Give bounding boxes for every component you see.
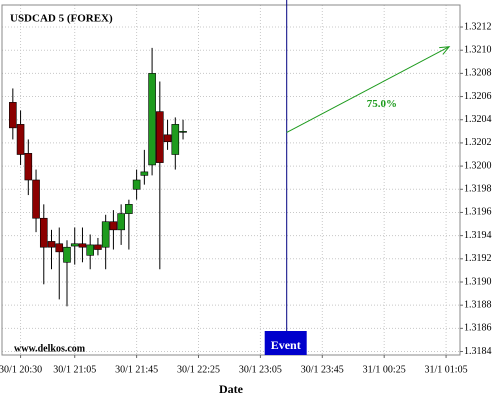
candle-body [55, 243, 64, 253]
y-tick-label: 1.3184 [464, 346, 492, 357]
candle-body [63, 246, 71, 263]
y-tick-label: 1.3208 [464, 68, 492, 79]
y-tick-label: 1.3186 [464, 323, 492, 334]
plot-frame [1, 4, 461, 356]
candle-body [109, 221, 118, 231]
candle-body [117, 213, 125, 231]
y-tick-label: 1.3202 [464, 137, 492, 148]
x-tick-label: 31/1 00:25 [363, 364, 406, 375]
candle-body [32, 179, 40, 219]
grid [2, 5, 460, 355]
x-tick-label: 30/1 21:45 [115, 364, 158, 375]
candle-body [16, 124, 25, 155]
y-tick-label: 1.3190 [464, 276, 492, 287]
candle-body [39, 217, 48, 248]
plot [9, 47, 187, 307]
candle-body [70, 243, 79, 247]
y-tick-label: 1.3210 [464, 44, 492, 55]
candle-body [156, 111, 164, 163]
candle-body [163, 134, 172, 143]
candle-body [94, 244, 102, 250]
event-box [264, 331, 307, 355]
arrow-head [439, 46, 451, 55]
y-tick-label: 1.3206 [464, 91, 492, 102]
candle-body [78, 243, 87, 248]
y-tick-label: 1.3200 [464, 160, 492, 171]
x-tick-label: 30/1 22:25 [177, 364, 220, 375]
event-label: Event [271, 338, 301, 352]
projection-label: 75.0% [367, 98, 397, 110]
y-tick-label: 1.3192 [464, 253, 492, 264]
x-tick-label: 30/1 21:05 [53, 364, 96, 375]
candle-body [125, 204, 133, 214]
candle-body [132, 179, 141, 190]
candle-body [86, 244, 94, 256]
y-tick-label: 1.3188 [464, 299, 492, 310]
x-tick-label: 30/1 20:30 [0, 364, 42, 375]
watermark: www.delkos.com [14, 343, 86, 354]
candle-body [9, 102, 17, 129]
projection-arrow [286, 46, 450, 133]
candle-body [47, 241, 56, 248]
candle-body [179, 131, 187, 133]
y-tick-label: 1.3212 [464, 21, 492, 32]
candle-body [24, 153, 33, 181]
y-tick-label: 1.3196 [464, 207, 492, 218]
x-tick-label: 31/1 01:05 [425, 364, 468, 375]
y-tick-label: 1.3204 [464, 114, 492, 125]
x-axis-label: Date [219, 382, 244, 396]
candle-body [140, 171, 149, 176]
y-tick-label: 1.3198 [464, 184, 492, 195]
chart-title: USDCAD 5 (FOREX) [10, 13, 113, 25]
x-tick-label: 30/1 23:45 [301, 364, 344, 375]
candle-body [171, 124, 180, 155]
x-tick-label: 30/1 23:05 [239, 364, 282, 375]
y-tick-label: 1.3194 [464, 230, 492, 241]
candle-body [101, 221, 110, 248]
candle-body [148, 73, 156, 166]
